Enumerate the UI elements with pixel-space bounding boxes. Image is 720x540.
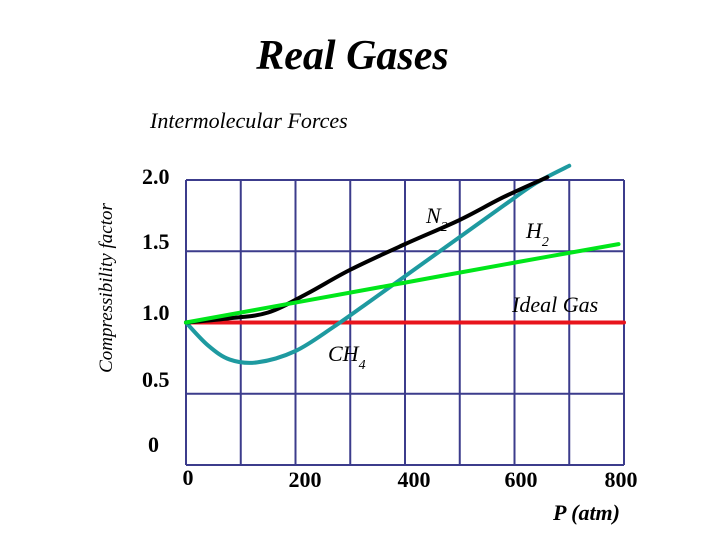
x-tick-label: 600 [505,467,538,492]
series-line-n2 [184,175,550,325]
tick-labels: 0 0.5 1.0 1.5 2.0 0 200 400 600 800 [142,164,638,492]
annotation-h2: H2 [525,218,549,250]
y-tick-label: 1.5 [142,229,170,254]
chart-subtitle: Intermolecular Forces [150,108,348,133]
x-tick-label: 400 [398,467,431,492]
series-lines [184,163,626,365]
y-tick-label: 0 [148,432,159,457]
series-line-ch4 [184,163,572,365]
annotation-ch4: CH4 [328,341,366,373]
series-line-h2 [184,242,621,325]
x-tick-label: 800 [605,467,638,492]
y-tick-label: 0.5 [142,367,170,392]
y-tick-label: 1.0 [142,300,170,325]
x-tick-label: 200 [289,467,322,492]
annotation-ideal-gas: Ideal Gas [511,292,598,317]
x-axis-label: P (atm) [552,500,620,525]
y-tick-label: 2.0 [142,164,170,189]
x-tick-label: 0 [183,465,194,490]
chart-title: Real Gases [256,33,449,79]
